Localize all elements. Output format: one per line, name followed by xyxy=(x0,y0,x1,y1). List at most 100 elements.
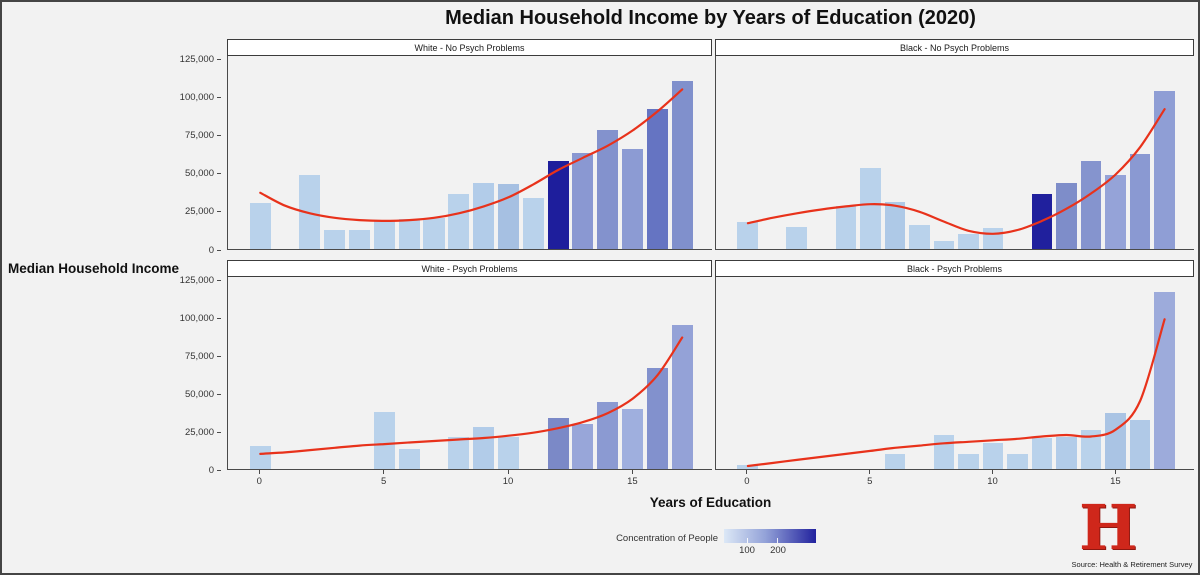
y-axis-tick-mark xyxy=(217,211,221,213)
trend-line xyxy=(259,88,684,223)
bar xyxy=(1080,429,1102,469)
x-axis-tick-label: 5 xyxy=(867,476,873,487)
bar xyxy=(933,240,955,249)
x-axis-tick-mark xyxy=(746,470,748,474)
y-axis-tick-mark xyxy=(217,96,221,98)
legend-tick-label-200: 200 xyxy=(770,545,786,556)
bar xyxy=(497,436,520,469)
bar xyxy=(1129,419,1151,469)
bar xyxy=(1056,436,1077,469)
x-axis-title: Years of Education xyxy=(649,495,772,510)
y-axis-tick-mark xyxy=(217,355,221,357)
x-axis-ticks-left-col: 0 5 10 15 xyxy=(227,470,712,490)
y-axis-tick-label: 50,000 xyxy=(184,168,214,180)
y-axis-tick-mark xyxy=(217,317,221,319)
bar xyxy=(646,367,668,469)
x-axis-tick-mark xyxy=(383,470,385,474)
bar xyxy=(737,221,759,249)
bar xyxy=(373,220,395,249)
legend-label: Concentration of People xyxy=(616,533,718,544)
x-axis-tick-label: 10 xyxy=(502,476,514,487)
facet-panel-white-no-psych xyxy=(227,56,712,250)
x-axis-tick-label: 0 xyxy=(256,476,262,487)
x-axis-tick-mark xyxy=(258,470,260,474)
x-axis-tick-mark xyxy=(1114,470,1116,474)
bar xyxy=(884,453,906,469)
bar xyxy=(884,201,906,249)
y-axis-tick-mark xyxy=(217,58,221,60)
x-axis-tick-label: 10 xyxy=(987,476,998,487)
y-axis-tick-mark xyxy=(217,134,221,136)
y-axis-tick-label: 100,000 xyxy=(179,91,214,103)
y-axis-title: Median Household Income xyxy=(8,261,180,276)
legend-gradient-tick-100 xyxy=(747,538,748,543)
y-axis-tick-mark xyxy=(217,393,221,395)
y-axis-tick-mark xyxy=(217,173,221,175)
facet-strip-black-psych: Black - Psych Problems xyxy=(715,260,1194,277)
bar xyxy=(622,408,644,469)
bar xyxy=(423,217,445,249)
bar xyxy=(324,230,346,249)
y-axis-tick-label: 75,000 xyxy=(184,129,214,141)
facet-panel-white-psych xyxy=(227,277,712,470)
y-axis-ticks-top-row: 0 25,000 50,000 75,000 100,000 125,000 xyxy=(152,53,222,256)
x-axis-tick-label: 0 xyxy=(744,476,750,487)
bar xyxy=(958,233,979,249)
bar xyxy=(622,148,644,249)
bar xyxy=(982,442,1004,469)
x-axis-tick-label: 15 xyxy=(1110,476,1121,487)
facet-strip-white-psych: White - Psych Problems xyxy=(227,260,712,277)
bar xyxy=(597,402,619,469)
y-axis-tick-label: 100,000 xyxy=(179,312,214,324)
bar xyxy=(671,81,693,249)
bar xyxy=(1056,182,1077,249)
bar xyxy=(860,168,881,249)
bar xyxy=(473,182,495,249)
trend-line xyxy=(259,336,684,455)
y-axis-tick-label: 75,000 xyxy=(184,350,214,362)
x-axis-tick-label: 15 xyxy=(627,476,638,487)
bar xyxy=(547,160,569,249)
y-axis-ticks-bottom-row: 0 25,000 50,000 75,000 100,000 125,000 xyxy=(152,274,222,476)
y-axis-tick-label: 25,000 xyxy=(184,426,214,438)
facet-strip-black-no-psych: Black - No Psych Problems xyxy=(715,39,1194,56)
bar xyxy=(373,412,395,469)
facet-strip-white-no-psych: White - No Psych Problems xyxy=(227,39,712,56)
legend-gradient-bar xyxy=(724,529,816,543)
bar xyxy=(299,175,321,249)
bar xyxy=(448,193,470,249)
bar xyxy=(349,230,371,249)
y-axis-tick-mark xyxy=(217,249,221,251)
y-axis-tick-label: 125,000 xyxy=(179,274,214,286)
x-axis-tick-mark xyxy=(507,470,509,474)
source-caption: Source: Health & Retirement Survey xyxy=(1071,560,1193,569)
y-axis-tick-mark xyxy=(217,431,221,433)
bar xyxy=(249,446,271,469)
bar xyxy=(1105,174,1126,249)
bar xyxy=(1129,154,1151,249)
trend-line xyxy=(746,108,1166,235)
bar xyxy=(522,198,544,249)
bar xyxy=(646,109,668,249)
x-axis-tick-label: 5 xyxy=(381,476,387,487)
chart-title: Median Household Income by Years of Educ… xyxy=(445,7,976,29)
bar xyxy=(671,325,693,469)
bar xyxy=(597,129,619,249)
x-axis-ticks-right-col: 0 5 10 15 xyxy=(715,470,1194,490)
bar xyxy=(737,465,759,469)
bar xyxy=(398,219,420,249)
bar xyxy=(1031,438,1053,469)
bar xyxy=(1154,90,1175,249)
y-axis-tick-label: 125,000 xyxy=(179,53,214,65)
hrs-logo: H xyxy=(1079,491,1138,564)
bar xyxy=(1007,453,1028,469)
legend-gradient-tick-200 xyxy=(777,538,779,543)
facet-panel-black-psych xyxy=(715,277,1194,470)
y-axis-tick-label: 0 xyxy=(208,464,214,476)
y-axis-tick-mark xyxy=(217,469,221,471)
y-axis-tick-label: 0 xyxy=(208,244,214,256)
bar xyxy=(398,449,420,469)
y-axis-tick-label: 50,000 xyxy=(184,388,214,400)
x-axis-tick-mark xyxy=(869,470,871,474)
